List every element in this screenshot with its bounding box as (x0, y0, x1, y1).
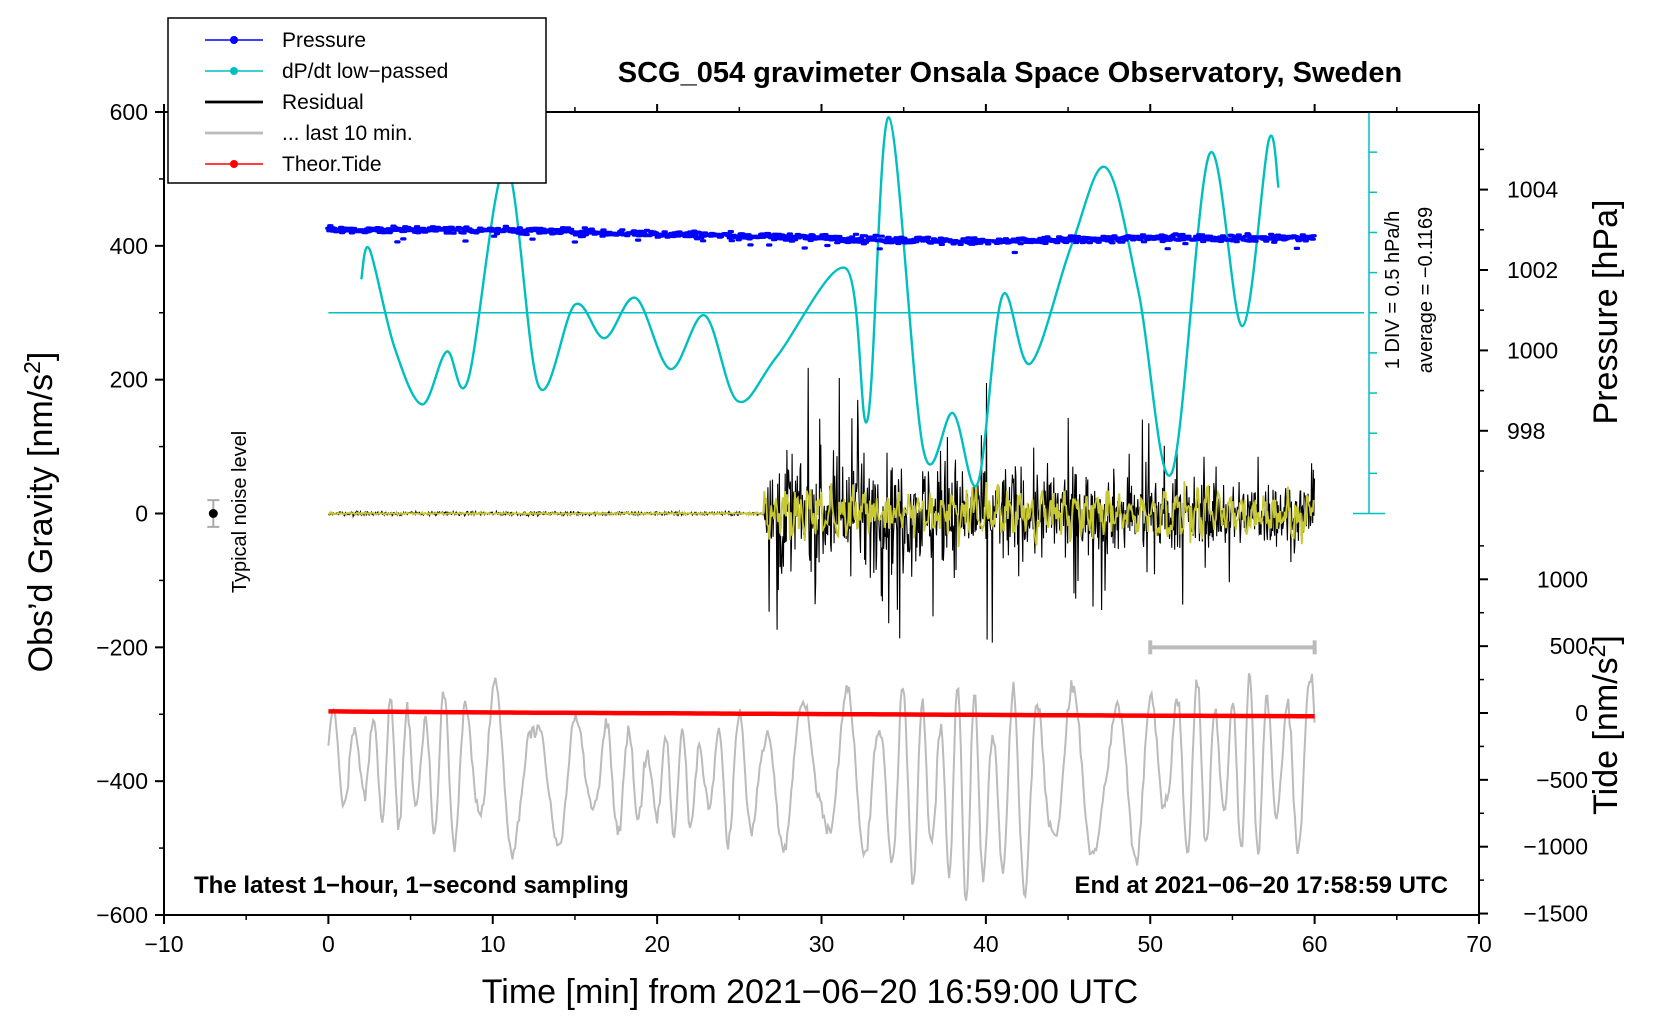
legend-label: dP/dt low−passed (282, 60, 448, 83)
left-axis-label: Obs’d Gravity [nm/s2] (19, 352, 60, 673)
tide-axis-label-sup: 2 (1584, 645, 1610, 658)
tide-tick-label: 1000 (1537, 566, 1588, 592)
x-tick-label: 0 (322, 931, 335, 957)
noise-label: Typical noise level (229, 431, 251, 593)
series-last-10-min (327, 672, 1316, 901)
legend: Pressure dP/dt low−passed Residual ... last… (167, 17, 547, 184)
tide-axis-label: Tide [nm/s2] (1584, 635, 1625, 815)
tide-tick-label: −500 (1536, 767, 1588, 793)
end-time-annotation: End at 2021−06−20 17:58:59 UTC (1074, 872, 1448, 899)
pressure-axis-label: Pressure [hPa] (1587, 200, 1625, 425)
x-tick-label: −10 (144, 931, 183, 957)
tide-tick-label: −1500 (1523, 901, 1588, 927)
x-tick-label: 70 (1466, 931, 1492, 957)
x-tick-label: 50 (1137, 931, 1163, 957)
left-axis-label-sup: 2 (19, 361, 45, 374)
y-tick-label: −600 (96, 902, 148, 928)
series-theoretical-tide (328, 709, 1315, 719)
y-tick-label: −200 (96, 634, 148, 660)
pressure-tick-label: 998 (1507, 418, 1545, 444)
legend-box (167, 17, 547, 184)
pressure-tick-label: 1002 (1507, 257, 1558, 283)
dpdt-average-label: average = −0.1169 (1415, 207, 1437, 373)
left-axis-label-main: Obs’d Gravity [nm/s (22, 374, 60, 673)
legend-label: Pressure (282, 29, 366, 52)
y-tick-label: 0 (135, 501, 148, 527)
legend-swatch-marker (230, 67, 238, 75)
x-tick-label: 10 (480, 931, 506, 957)
tide-tick-label: 500 (1550, 633, 1588, 659)
x-tick-label: 60 (1302, 931, 1328, 957)
x-tick-label: 40 (973, 931, 999, 957)
x-tick-label: 20 (644, 931, 670, 957)
legend-label: ... last 10 min. (282, 122, 413, 145)
y-tick-label: 400 (110, 233, 148, 259)
x-tick-label: 30 (809, 931, 835, 957)
y-tick-label: 200 (110, 367, 148, 393)
tide-axis-label-end: ] (1587, 635, 1625, 644)
y-tick-label: 600 (110, 99, 148, 125)
axes-layer: −10 0 10 20 30 40 50 60 70 −600 −400 −200 0 200 400 600… (96, 99, 1588, 957)
legend-label: Theor.Tide (282, 153, 382, 176)
series-pressure (325, 224, 1317, 255)
chart-title: SCG_054 gravimeter Onsala Space Observat… (618, 57, 1402, 89)
tide-axis-label-main: Tide [nm/s (1587, 657, 1625, 814)
dpdt-div-label: 1 DIV = 0.5 hPa/h (1382, 211, 1404, 369)
pressure-tick-label: 1004 (1507, 177, 1558, 203)
left-axis-label-end: ] (22, 352, 60, 361)
legend-label: Residual (282, 91, 364, 114)
sampling-annotation: The latest 1−hour, 1−second sampling (194, 872, 629, 899)
legend-swatch-marker (230, 36, 238, 44)
x-axis-label: Time [min] from 2021−06−20 16:59:00 UTC (482, 973, 1138, 1011)
y-tick-label: −400 (96, 768, 148, 794)
tide-tick-label: 0 (1575, 700, 1588, 726)
pressure-tick-label: 1000 (1507, 337, 1558, 363)
series-filtered-residual (327, 481, 1315, 547)
tide-tick-label: −1000 (1523, 834, 1588, 860)
noise-marker (208, 509, 218, 518)
legend-swatch-marker (230, 160, 238, 168)
